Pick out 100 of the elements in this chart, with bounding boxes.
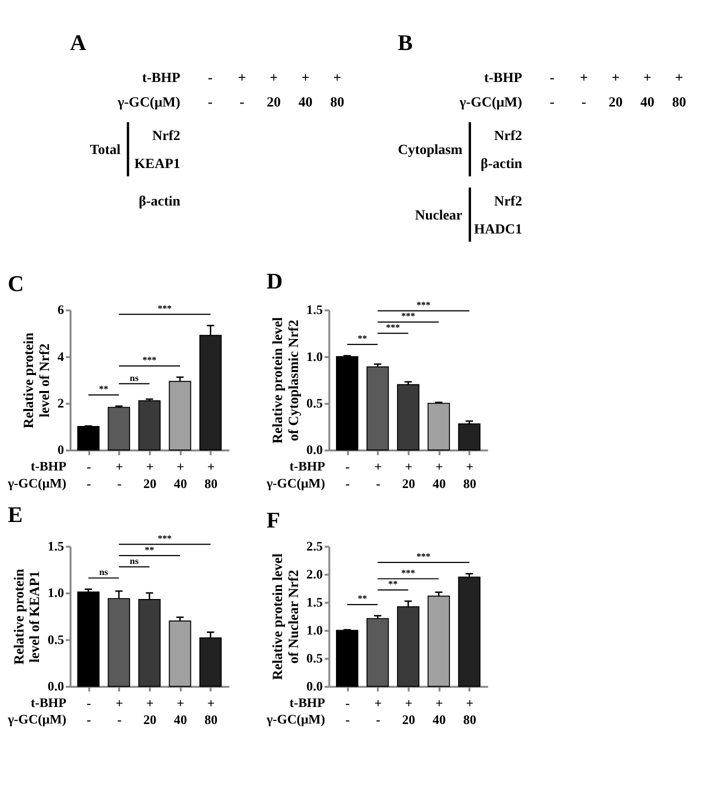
text: +	[675, 70, 684, 86]
annotation: **	[144, 546, 154, 556]
text: +	[612, 70, 620, 86]
y-tick-label: 0	[57, 442, 64, 458]
y-tick-label: 2.0	[306, 566, 324, 582]
annotation: ***	[416, 301, 431, 312]
text: -	[581, 95, 586, 110]
y-tick-label: 6	[57, 302, 64, 318]
annotation: **	[388, 580, 398, 590]
x-tick-label: - -	[86, 459, 92, 491]
annotation: ***	[386, 323, 400, 334]
x-tick-label: + 80	[463, 459, 477, 491]
x-tick-label: + 80	[463, 695, 477, 728]
chart-title: D	[266, 268, 283, 294]
x-tick-label: + 40	[432, 459, 446, 491]
annotation: ***	[416, 552, 431, 563]
text: ***	[158, 534, 172, 545]
text: +	[238, 70, 246, 86]
y-tick-label: 0.5	[306, 396, 324, 411]
annotation: **	[358, 594, 368, 605]
annotation: ***	[401, 568, 416, 579]
x-tick-label: - -	[86, 695, 92, 728]
y-tick-label: 1.0	[306, 622, 324, 638]
text: 40	[640, 95, 654, 110]
category-label: γ-GC(μM)	[118, 95, 180, 110]
annotation: ns	[99, 568, 108, 578]
y-axis-title: Relative protein level of Nuclear Nrf2	[271, 553, 302, 680]
y-axis-title: Relative protein level of Nrf2	[22, 332, 54, 428]
x-tick-label: + 80	[204, 459, 218, 491]
category-label: KEAP1	[134, 156, 180, 172]
y-tick-label: 1.5	[48, 538, 64, 554]
y-axis-title: Relative protein level of Cytoplasmic Nrf2	[271, 317, 302, 444]
y-axis-title: Relative protein level of KEAP1	[12, 568, 44, 665]
y-tick-label: 1.0	[48, 585, 64, 600]
category-label: Nrf2	[494, 194, 522, 210]
text: Nuclear	[414, 208, 462, 224]
text: -	[240, 95, 244, 110]
y-tick-label: 0.0	[48, 678, 64, 694]
annotation: ***	[142, 356, 157, 366]
x-tick-label: + 20	[143, 695, 157, 728]
chart-title: E	[8, 502, 23, 527]
chart-title: F	[266, 508, 280, 533]
x-axis-title: t-BHP γ-GC(μM)	[266, 694, 326, 727]
annotation: ***	[158, 304, 172, 315]
x-tick-label: + -	[116, 459, 124, 491]
category-label: HADC1	[474, 222, 522, 238]
annotation: ns	[130, 374, 139, 384]
annotation: **	[358, 334, 368, 345]
text: -	[550, 95, 554, 110]
y-tick-label: 0.0	[306, 442, 324, 458]
text: +	[580, 70, 588, 86]
text: 40	[298, 95, 312, 110]
y-tick-label: 2.5	[306, 538, 324, 554]
x-axis-title: t-BHP γ-GC(μM)	[6, 458, 66, 490]
text: 20	[266, 95, 281, 110]
text: +	[643, 70, 652, 86]
category-label: t-BHP	[484, 70, 522, 86]
y-tick-label: 0.5	[306, 650, 324, 666]
y-tick-label: 1.5	[306, 594, 324, 610]
text: B	[398, 30, 413, 56]
x-tick-label: + -	[374, 695, 382, 728]
x-tick-label: + 80	[204, 695, 218, 728]
text: 20	[608, 95, 623, 110]
text: -	[208, 95, 213, 110]
text: +	[301, 70, 310, 86]
x-tick-label: + 20	[402, 695, 416, 728]
y-tick-label: 1.5	[306, 302, 324, 318]
text: Cytoplasm	[398, 142, 463, 158]
annotation: **	[98, 385, 109, 396]
text: Total	[90, 142, 121, 158]
x-tick-label: - -	[345, 695, 350, 728]
x-tick-label: - -	[345, 459, 350, 491]
y-tick-label: 1.0	[306, 348, 324, 364]
text: +	[270, 70, 278, 86]
y-tick-label: 2	[57, 396, 64, 411]
category-label: t-BHP	[142, 70, 180, 86]
x-tick-label: + -	[374, 459, 382, 491]
text: 80	[672, 95, 686, 110]
annotation: ***	[401, 312, 416, 322]
text: A	[70, 30, 88, 56]
y-tick-label: 4	[57, 348, 64, 364]
text: -	[550, 70, 554, 86]
x-tick-label: + 40	[174, 459, 188, 491]
x-tick-label: + 20	[402, 459, 416, 491]
category-label: Nrf2	[494, 128, 522, 144]
x-tick-label: + -	[116, 695, 124, 728]
y-tick-label: 0.0	[306, 678, 324, 694]
category-label: γ-GC(μM)	[459, 95, 522, 110]
x-axis-title: t-BHP γ-GC(μM)	[266, 458, 326, 490]
x-tick-label: + 40	[432, 695, 446, 728]
y-tick-label: 0.5	[48, 632, 64, 647]
category-label: β-actin	[138, 194, 180, 210]
text: 80	[330, 95, 344, 110]
category-label: β-actin	[480, 156, 522, 172]
x-tick-label: + 40	[174, 695, 188, 728]
chart-title: C	[8, 271, 24, 296]
text: +	[333, 70, 342, 86]
category-label: Nrf2	[152, 128, 180, 144]
annotation: ns	[130, 556, 139, 567]
x-axis-title: t-BHP γ-GC(μM)	[6, 694, 66, 727]
